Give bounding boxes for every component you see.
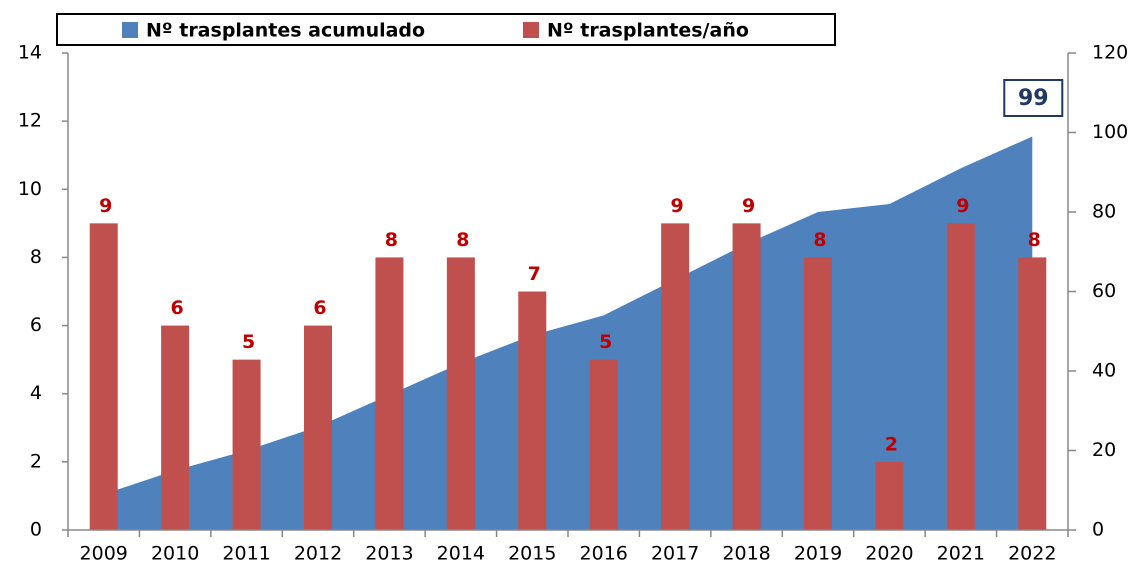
y-tick-label: 4 <box>30 382 42 404</box>
y2-tick-label: 0 <box>1092 519 1104 541</box>
annotation: 99 <box>1018 86 1049 111</box>
x-tick-label: 2012 <box>294 543 342 565</box>
x-tick-label: 2018 <box>722 543 770 565</box>
annotation-box <box>1003 79 1064 117</box>
data-label: 9 <box>99 195 112 217</box>
data-label: 8 <box>385 229 398 251</box>
x-tick-label: 2017 <box>651 543 699 565</box>
data-label: 5 <box>242 331 255 353</box>
legend-box <box>56 13 836 46</box>
y-tick-label: 14 <box>18 42 42 64</box>
legend-swatch <box>122 22 138 38</box>
bar <box>232 359 261 530</box>
bar <box>1018 257 1047 530</box>
x-tick-label: 2013 <box>365 543 413 565</box>
data-label: 8 <box>456 229 469 251</box>
bar <box>732 223 761 530</box>
x-tick-label: 2014 <box>437 543 485 565</box>
y-tick-label: 6 <box>30 314 42 336</box>
x-tick-label: 2009 <box>80 543 128 565</box>
data-label: 7 <box>528 263 541 285</box>
bar <box>589 359 618 530</box>
x-tick-label: 2020 <box>865 543 913 565</box>
legend-label: Nº trasplantes acumulado <box>146 20 425 42</box>
y-tick-label: 2 <box>30 450 42 472</box>
bar <box>161 325 190 530</box>
x-tick-label: 2010 <box>151 543 199 565</box>
x-tick-label: 2015 <box>508 543 556 565</box>
area <box>103 136 1033 530</box>
data-label: 8 <box>1028 229 1041 251</box>
legend-swatch <box>523 22 539 38</box>
bar <box>375 257 404 530</box>
y-tick-label: 0 <box>30 519 42 541</box>
x-tick-label: 2021 <box>937 543 985 565</box>
data-label: 2 <box>885 433 898 455</box>
x-tick-label: 2016 <box>580 543 628 565</box>
bar <box>946 223 975 530</box>
x-tick-label: 2011 <box>222 543 270 565</box>
bar <box>446 257 475 530</box>
y2-tick-label: 80 <box>1092 201 1116 223</box>
y2-tick-label: 120 <box>1092 42 1128 64</box>
y2-tick-label: 40 <box>1092 360 1116 382</box>
legend-label: Nº trasplantes/año <box>547 20 749 42</box>
data-label: 9 <box>671 195 684 217</box>
y2-tick-label: 20 <box>1092 439 1116 461</box>
data-label: 9 <box>742 195 755 217</box>
bar <box>304 325 332 530</box>
y-tick-label: 8 <box>30 246 42 268</box>
y2-tick-label: 60 <box>1092 280 1116 302</box>
y-tick-label: 10 <box>18 178 42 200</box>
y2-tick-label: 100 <box>1092 121 1128 143</box>
x-tick-label: 2022 <box>1008 543 1056 565</box>
data-label: 9 <box>956 195 969 217</box>
x-tick-label: 2019 <box>794 543 842 565</box>
data-label: 6 <box>171 297 184 319</box>
bar <box>804 257 832 530</box>
bar <box>518 291 547 530</box>
data-label: 6 <box>313 297 326 319</box>
bar <box>875 461 904 530</box>
y-tick-label: 12 <box>18 110 42 132</box>
data-label: 5 <box>599 331 612 353</box>
bar <box>89 223 118 530</box>
data-label: 8 <box>813 229 826 251</box>
bar <box>661 223 690 530</box>
